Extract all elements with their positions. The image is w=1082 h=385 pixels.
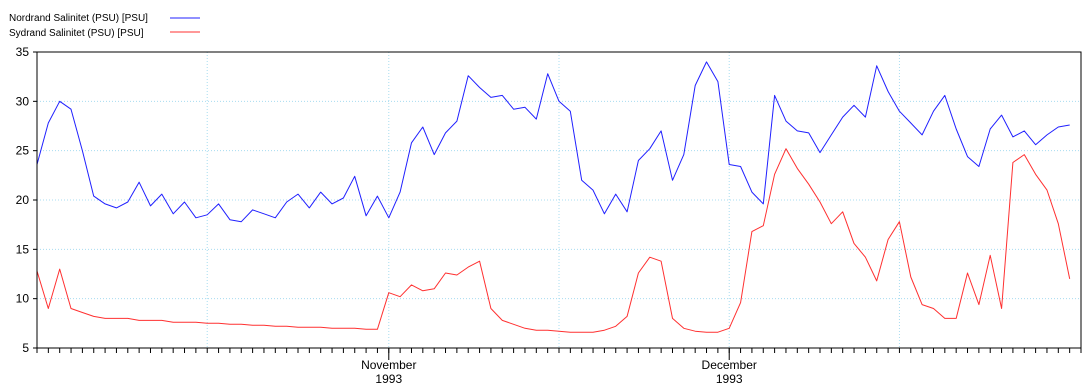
y-tick-label-5: 5 xyxy=(22,341,29,355)
legend-label-nordrand: Nordrand Salinitet (PSU) [PSU] xyxy=(9,13,148,24)
plot-frame xyxy=(36,51,1082,349)
x-tick-label-november: November xyxy=(361,358,416,372)
y-tick-label-15: 15 xyxy=(16,242,30,256)
y-tick-label-35: 35 xyxy=(16,45,30,59)
series-layer xyxy=(36,61,1071,333)
y-tick-label-30: 30 xyxy=(16,94,30,108)
x-tick-year-december: 1993 xyxy=(716,372,743,385)
series-line-nordrand xyxy=(36,61,1070,223)
legend-label-sydrand: Sydrand Salinitet (PSU) [PSU] xyxy=(9,28,144,39)
legend: Nordrand Salinitet (PSU) [PSU] Sydrand S… xyxy=(9,13,200,39)
y-tick-label-25: 25 xyxy=(16,144,30,158)
y-tick-label-10: 10 xyxy=(16,292,30,306)
series-line-sydrand xyxy=(36,148,1071,333)
x-tick-label-december: December xyxy=(702,358,757,372)
x-tick-year-november: 1993 xyxy=(375,372,402,385)
y-tick-label-20: 20 xyxy=(16,193,30,207)
grid xyxy=(37,52,1081,348)
